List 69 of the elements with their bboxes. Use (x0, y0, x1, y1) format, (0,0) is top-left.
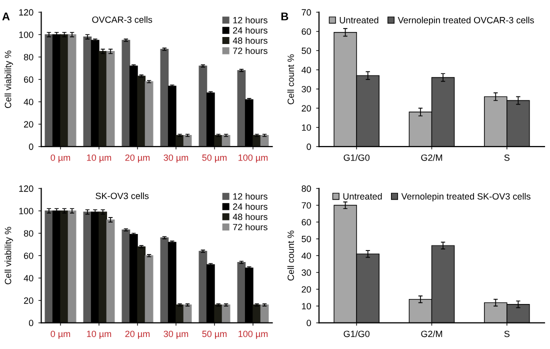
y-tick-label: 20 (302, 105, 312, 112)
y-tick-label: 20 (302, 286, 312, 293)
x-tick-label: 100 µm (238, 154, 268, 163)
text: A (2, 12, 10, 20)
legend-label: Vernolepin treated SK-OV3 cells (401, 192, 530, 202)
x-tick-label: 10 µm (87, 330, 112, 339)
chart-title: SK-OV3 cells (96, 192, 149, 200)
y-tick-label: 0 (306, 144, 312, 150)
y-tick-label: 0 (306, 320, 312, 326)
y-tick-label: 10 (302, 124, 312, 131)
y-axis-title: Cell viability % (4, 226, 13, 284)
y-tick-label: 120 (19, 185, 34, 192)
y-tick-label: 60 (302, 28, 312, 35)
y-tick-label: 30 (302, 86, 312, 92)
legend-label: 48 hours (232, 37, 268, 44)
y-tick-label: 70 (302, 202, 312, 209)
text: B (281, 12, 288, 20)
y-tick-label: 60 (302, 219, 312, 226)
y-tick-label: 80 (24, 230, 34, 237)
y-tick-label: 120 (19, 9, 34, 16)
legend-label: 24 hours (233, 203, 268, 210)
y-axis-title: Cell count % (287, 230, 294, 281)
x-tick-label: 0 µm (50, 154, 70, 163)
x-tick-label: G1/G0 (344, 330, 370, 338)
y-tick-label: 40 (302, 252, 312, 260)
x-tick-label: 100 µm (238, 330, 268, 339)
x-tick-label: 30 µm (164, 330, 188, 339)
y-tick-label: 100 (19, 32, 34, 38)
y-tick-label: 50 (302, 236, 312, 242)
y-tick-label: 70 (302, 9, 312, 16)
legend-label: 72 hours (233, 224, 268, 230)
x-tick-label: 20 µm (125, 330, 150, 339)
legend-label: Untreated (343, 192, 382, 200)
y-tick-label: 50 (302, 48, 312, 54)
y-tick-label: 20 (24, 121, 34, 128)
x-tick-label: 50 µm (202, 330, 227, 339)
y-axis-title: Cell viability % (4, 50, 13, 108)
legend-label: Vernolepin treated OVCAR-3 cells (398, 16, 534, 26)
x-tick-label: G2/M (421, 154, 442, 161)
y-tick-label: 0 (28, 320, 34, 326)
legend-label: 48 hours (232, 213, 268, 220)
y-tick-label: 100 (19, 208, 34, 214)
x-tick-label: G1/G0 (344, 154, 370, 161)
y-tick-label: 20 (24, 297, 34, 304)
x-tick-label: 30 µm (164, 154, 188, 163)
y-tick-label: 0 (28, 144, 34, 150)
y-tick-label: 10 (302, 302, 312, 310)
x-tick-label: G2/M (421, 330, 442, 338)
x-tick-label: S (504, 330, 510, 338)
x-tick-label: S (504, 154, 510, 161)
chart-title: OVCAR-3 cells (92, 16, 152, 23)
legend-label: Untreated (340, 16, 378, 24)
y-tick-label: 60 (24, 252, 34, 260)
x-tick-label: 0 µm (50, 330, 70, 339)
legend-label: 12 hours (233, 192, 268, 200)
y-tick-label: 40 (302, 66, 312, 74)
y-axis-title: Cell count % (287, 54, 294, 104)
x-tick-label: 20 µm (125, 154, 150, 163)
y-tick-label: 80 (302, 185, 312, 192)
y-tick-label: 30 (302, 269, 312, 276)
legend-label: 24 hours (233, 26, 268, 34)
y-tick-label: 40 (24, 98, 34, 106)
y-tick-label: 80 (24, 54, 34, 60)
y-tick-label: 40 (24, 275, 34, 282)
y-tick-label: 60 (24, 76, 34, 83)
legend-label: 72 hours (233, 47, 268, 54)
legend-label: 12 hours (233, 16, 268, 24)
x-tick-label: 10 µm (87, 154, 112, 163)
x-tick-label: 50 µm (202, 154, 227, 163)
